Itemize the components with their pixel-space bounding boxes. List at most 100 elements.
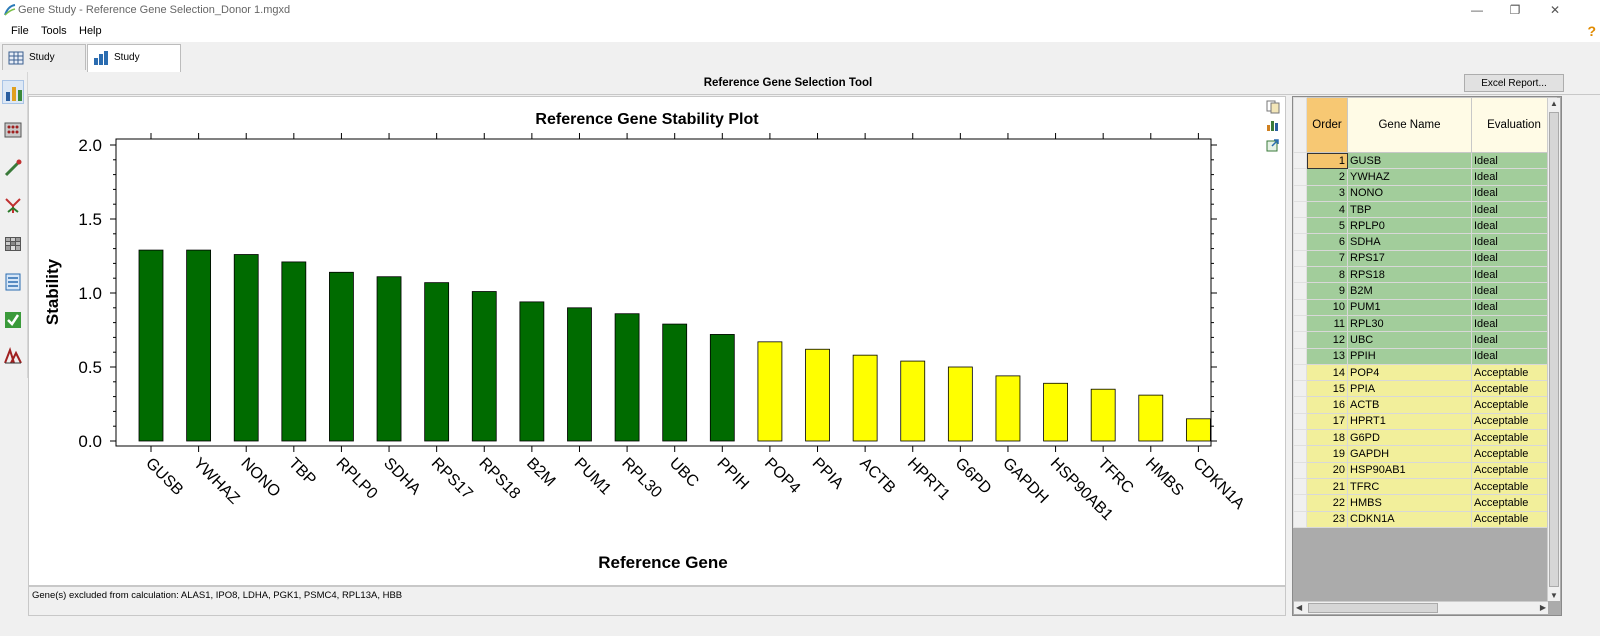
export-icon[interactable]: [1266, 138, 1280, 152]
scroll-up-icon[interactable]: ▲: [1550, 99, 1558, 108]
row-selector[interactable]: [1293, 184, 1307, 202]
row-selector[interactable]: [1293, 151, 1307, 170]
cell-evaluation[interactable]: Ideal: [1471, 200, 1557, 219]
expression-tool-button[interactable]: [2, 344, 24, 368]
vertical-scroll-thumb[interactable]: [1549, 112, 1559, 587]
scroll-down-icon[interactable]: ▼: [1550, 591, 1558, 600]
cell-gene-name[interactable]: GUSB: [1347, 151, 1472, 170]
table-row[interactable]: 15 PPIA Acceptable: [1293, 380, 1557, 398]
cell-order[interactable]: 17: [1306, 412, 1348, 431]
cell-order[interactable]: 5: [1306, 217, 1348, 235]
row-selector[interactable]: [1293, 266, 1307, 284]
cell-evaluation[interactable]: Ideal: [1471, 184, 1557, 202]
cell-evaluation[interactable]: Ideal: [1471, 314, 1557, 333]
menu-tools[interactable]: Tools: [41, 25, 67, 37]
heatmap-tool-button[interactable]: [2, 232, 24, 256]
table-row[interactable]: 20 HSP90AB1 Acceptable: [1293, 461, 1557, 479]
vertical-scrollbar[interactable]: ▲ ▼: [1547, 98, 1560, 601]
row-selector[interactable]: [1293, 347, 1307, 365]
row-selector[interactable]: [1293, 331, 1307, 349]
cell-gene-name[interactable]: GAPDH: [1347, 445, 1472, 463]
table-row[interactable]: 23 CDKN1A Acceptable: [1293, 510, 1557, 528]
table-row[interactable]: 10 PUM1 Ideal: [1293, 298, 1557, 316]
row-selector[interactable]: [1293, 282, 1307, 300]
row-selector[interactable]: [1293, 200, 1307, 219]
close-button[interactable]: ✕: [1549, 3, 1561, 17]
cell-gene-name[interactable]: ACTB: [1347, 396, 1472, 414]
table-row[interactable]: 6 SDHA Ideal: [1293, 233, 1557, 251]
row-selector[interactable]: [1293, 249, 1307, 268]
cell-evaluation[interactable]: Acceptable: [1471, 380, 1557, 398]
cell-evaluation[interactable]: Acceptable: [1471, 461, 1557, 479]
row-selector[interactable]: [1293, 396, 1307, 414]
table-row[interactable]: 18 G6PD Acceptable: [1293, 429, 1557, 447]
row-selector[interactable]: [1293, 363, 1307, 382]
cell-evaluation[interactable]: Ideal: [1471, 298, 1557, 316]
table-row[interactable]: 2 YWHAZ Ideal: [1293, 168, 1557, 186]
cell-gene-name[interactable]: B2M: [1347, 282, 1472, 300]
cell-order[interactable]: 10: [1306, 298, 1348, 316]
chart-settings-icon[interactable]: [1266, 118, 1280, 132]
table-row[interactable]: 17 HPRT1 Acceptable: [1293, 412, 1557, 431]
cell-evaluation[interactable]: Acceptable: [1471, 477, 1557, 496]
plate-tool-button[interactable]: [2, 118, 24, 142]
cell-order[interactable]: 1: [1306, 151, 1348, 170]
cell-order[interactable]: 3: [1306, 184, 1348, 202]
cell-gene-name[interactable]: RPLP0: [1347, 217, 1472, 235]
cell-gene-name[interactable]: TFRC: [1347, 477, 1472, 496]
cell-order[interactable]: 16: [1306, 396, 1348, 414]
table-row[interactable]: 4 TBP Ideal: [1293, 200, 1557, 219]
row-selector[interactable]: [1293, 461, 1307, 479]
cell-gene-name[interactable]: TBP: [1347, 200, 1472, 219]
cell-gene-name[interactable]: CDKN1A: [1347, 510, 1472, 528]
cell-gene-name[interactable]: PPIA: [1347, 380, 1472, 398]
cell-order[interactable]: 21: [1306, 477, 1348, 496]
row-selector[interactable]: [1293, 314, 1307, 333]
cell-gene-name[interactable]: G6PD: [1347, 429, 1472, 447]
cell-evaluation[interactable]: Ideal: [1471, 249, 1557, 268]
horizontal-scrollbar[interactable]: ◀ ▶: [1294, 601, 1548, 614]
cell-evaluation[interactable]: Ideal: [1471, 266, 1557, 284]
row-selector[interactable]: [1293, 217, 1307, 235]
cell-gene-name[interactable]: YWHAZ: [1347, 168, 1472, 186]
cell-order[interactable]: 15: [1306, 380, 1348, 398]
tab-study-analysis[interactable]: Study Analysis: [87, 44, 181, 89]
cell-evaluation[interactable]: Acceptable: [1471, 396, 1557, 414]
table-row[interactable]: 3 NONO Ideal: [1293, 184, 1557, 202]
row-selector[interactable]: [1293, 298, 1307, 316]
excel-report-button[interactable]: Excel Report...: [1464, 74, 1564, 92]
cell-gene-name[interactable]: HPRT1: [1347, 412, 1472, 431]
cell-order[interactable]: 20: [1306, 461, 1348, 479]
row-selector[interactable]: [1293, 380, 1307, 398]
cell-gene-name[interactable]: HMBS: [1347, 494, 1472, 512]
cell-order[interactable]: 14: [1306, 363, 1348, 382]
table-row[interactable]: 7 RPS17 Ideal: [1293, 249, 1557, 268]
tab-study-setup[interactable]: Study Setup: [2, 44, 86, 89]
cell-order[interactable]: 2: [1306, 168, 1348, 186]
cell-evaluation[interactable]: Ideal: [1471, 217, 1557, 235]
minimize-button[interactable]: —: [1471, 3, 1483, 17]
cell-evaluation[interactable]: Ideal: [1471, 168, 1557, 186]
scroll-right-icon[interactable]: ▶: [1539, 603, 1546, 612]
table-row[interactable]: 22 HMBS Acceptable: [1293, 494, 1557, 512]
cell-evaluation[interactable]: Ideal: [1471, 233, 1557, 251]
cell-gene-name[interactable]: NONO: [1347, 184, 1472, 202]
table-row[interactable]: 5 RPLP0 Ideal: [1293, 217, 1557, 235]
cell-order[interactable]: 19: [1306, 445, 1348, 463]
report-tool-button[interactable]: [2, 270, 24, 294]
cell-gene-name[interactable]: RPS17: [1347, 249, 1472, 268]
table-row[interactable]: 8 RPS18 Ideal: [1293, 266, 1557, 284]
table-row[interactable]: 12 UBC Ideal: [1293, 331, 1557, 349]
clustering-tool-button[interactable]: [2, 194, 24, 218]
cell-evaluation[interactable]: Acceptable: [1471, 445, 1557, 463]
cell-evaluation[interactable]: Acceptable: [1471, 510, 1557, 528]
table-row[interactable]: 9 B2M Ideal: [1293, 282, 1557, 300]
column-header-evaluation[interactable]: Evaluation: [1471, 97, 1557, 153]
cell-order[interactable]: 22: [1306, 494, 1348, 512]
cell-gene-name[interactable]: PUM1: [1347, 298, 1472, 316]
cell-order[interactable]: 6: [1306, 233, 1348, 251]
column-header-gene-name[interactable]: Gene Name: [1347, 97, 1472, 153]
cell-order[interactable]: 18: [1306, 429, 1348, 447]
row-selector[interactable]: [1293, 168, 1307, 186]
cell-gene-name[interactable]: RPS18: [1347, 266, 1472, 284]
